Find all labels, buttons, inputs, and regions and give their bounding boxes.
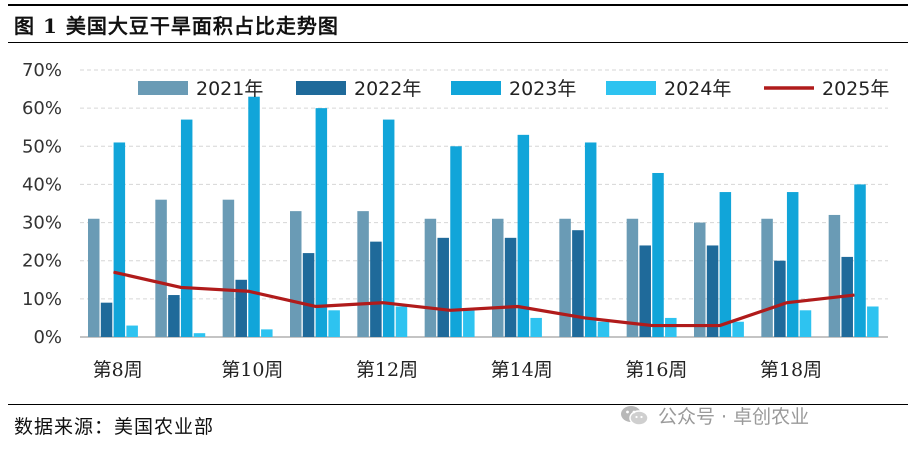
bar [357, 211, 369, 337]
bar [113, 142, 126, 337]
watermark-text: 公众号 · 卓创农业 [658, 406, 810, 428]
bar [584, 142, 597, 337]
bar [180, 119, 193, 337]
line-point [315, 305, 317, 307]
source-note: 数据来源：美国农业部 [14, 416, 215, 438]
line-point [584, 317, 586, 319]
top-rule [8, 4, 908, 6]
y-tick-label: 60% [22, 98, 62, 119]
line-point [180, 286, 182, 288]
legend-label: 2022年 [354, 78, 421, 100]
legend-swatch [296, 81, 346, 95]
bar [370, 241, 382, 337]
bar [88, 218, 100, 337]
bar [517, 134, 530, 337]
line-point [651, 325, 653, 327]
bar [786, 192, 799, 337]
wechat-icon [621, 405, 649, 426]
bar [261, 329, 273, 337]
bar [492, 218, 504, 337]
bar [302, 253, 315, 337]
bar [828, 214, 841, 337]
bar [761, 218, 773, 337]
bar [328, 310, 340, 337]
bar [639, 245, 651, 337]
bar [315, 108, 328, 337]
bar [867, 306, 879, 337]
x-axis: 第8周 第10周 第12周 第14周 第16周 第18周 [93, 359, 822, 381]
y-tick-label: 0% [33, 327, 62, 348]
legend-swatch [451, 81, 501, 95]
x-tick-label: 第10周 [221, 359, 283, 381]
gridlines [80, 69, 888, 300]
y-tick-label: 30% [22, 213, 62, 234]
line-point [247, 290, 249, 292]
bar [665, 317, 677, 337]
chart: 0%10%20%30%40%50%60%70% 第8周 第10周 第12周 第14周第… [22, 60, 889, 381]
legend-label: 2024年 [664, 78, 731, 100]
title-rule [8, 42, 908, 43]
line-point [382, 302, 384, 304]
bar [395, 306, 408, 337]
x-tick-label: 第14周 [491, 359, 553, 381]
bar [572, 230, 584, 337]
bar [450, 146, 462, 337]
bar [559, 218, 571, 337]
x-tick-label: 第18周 [760, 359, 822, 381]
x-tick-label: 第12周 [356, 359, 418, 381]
bar [437, 237, 449, 337]
bar [193, 333, 206, 337]
bar [424, 218, 437, 337]
y-tick-label: 10% [22, 289, 62, 310]
figure-title: 图 1 美国大豆干旱面积占比走势图 [14, 14, 339, 38]
bar [854, 184, 866, 337]
y-tick-label: 40% [22, 174, 62, 195]
bar [235, 279, 247, 337]
bar [774, 260, 786, 337]
x-tick-label: 第16周 [625, 359, 687, 381]
bar [530, 317, 542, 337]
bar [597, 321, 610, 337]
legend-label: 2025年 [822, 78, 889, 100]
bar [463, 310, 475, 337]
bar [126, 325, 138, 337]
y-tick-label: 70% [22, 60, 62, 81]
line-point [853, 294, 855, 296]
line-point [719, 325, 721, 327]
line-point [786, 302, 788, 304]
legend-swatch [606, 81, 656, 95]
legend: 2021年 2022年 2023年 2024年 2025年 [138, 78, 889, 100]
source-rule [8, 404, 908, 405]
bar [248, 96, 260, 337]
bar [100, 302, 113, 337]
line-series-path [113, 270, 855, 328]
line-point [517, 305, 519, 307]
bar [706, 245, 719, 337]
bar [382, 119, 395, 337]
bar [799, 310, 812, 337]
bar [504, 237, 517, 337]
bar [155, 199, 167, 337]
legend-label: 2021年 [196, 78, 263, 100]
bar [626, 218, 639, 337]
legend-label: 2023年 [509, 78, 576, 100]
bar [652, 172, 664, 337]
bars [88, 96, 879, 337]
watermark: 公众号 · 卓创农业 [620, 402, 809, 429]
bar [732, 321, 744, 337]
legend-swatch [138, 81, 188, 95]
y-tick-label: 50% [22, 136, 62, 157]
bar [719, 192, 732, 337]
line-point [449, 309, 451, 311]
bar [168, 295, 180, 337]
bar [694, 222, 706, 337]
line-series [113, 270, 855, 328]
bar [222, 199, 235, 337]
y-axis: 0% 10% 20% 30% 40% 50% 60% 70% [22, 60, 888, 348]
bar [290, 211, 302, 337]
x-tick-label: 第8周 [93, 359, 143, 381]
line-point [113, 271, 115, 273]
y-tick-label: 20% [22, 251, 62, 272]
